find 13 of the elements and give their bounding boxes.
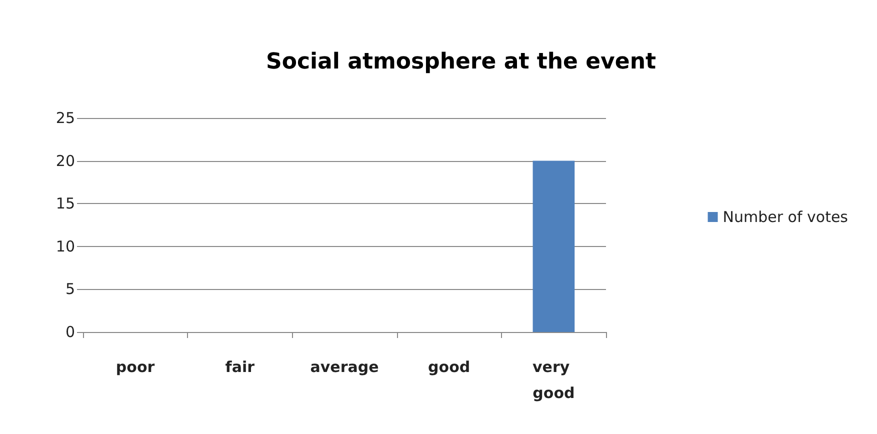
- y-tick-label: 25: [56, 109, 75, 127]
- y-tick-label: 10: [56, 237, 75, 256]
- x-tick-label: good: [428, 358, 470, 376]
- y-tick-label: 5: [65, 280, 75, 298]
- y-tick-label: 0: [65, 323, 75, 341]
- legend-label: Number of votes: [722, 208, 848, 226]
- x-tick-label: very good: [532, 358, 575, 402]
- chart-title: Social atmosphere at the event: [266, 50, 656, 74]
- x-tick-label: fair: [225, 358, 256, 376]
- y-tick-label: 15: [56, 194, 75, 213]
- x-tick-label: poor: [116, 358, 156, 376]
- x-tick-label: average: [310, 358, 379, 376]
- y-tick-label: 20: [56, 152, 75, 170]
